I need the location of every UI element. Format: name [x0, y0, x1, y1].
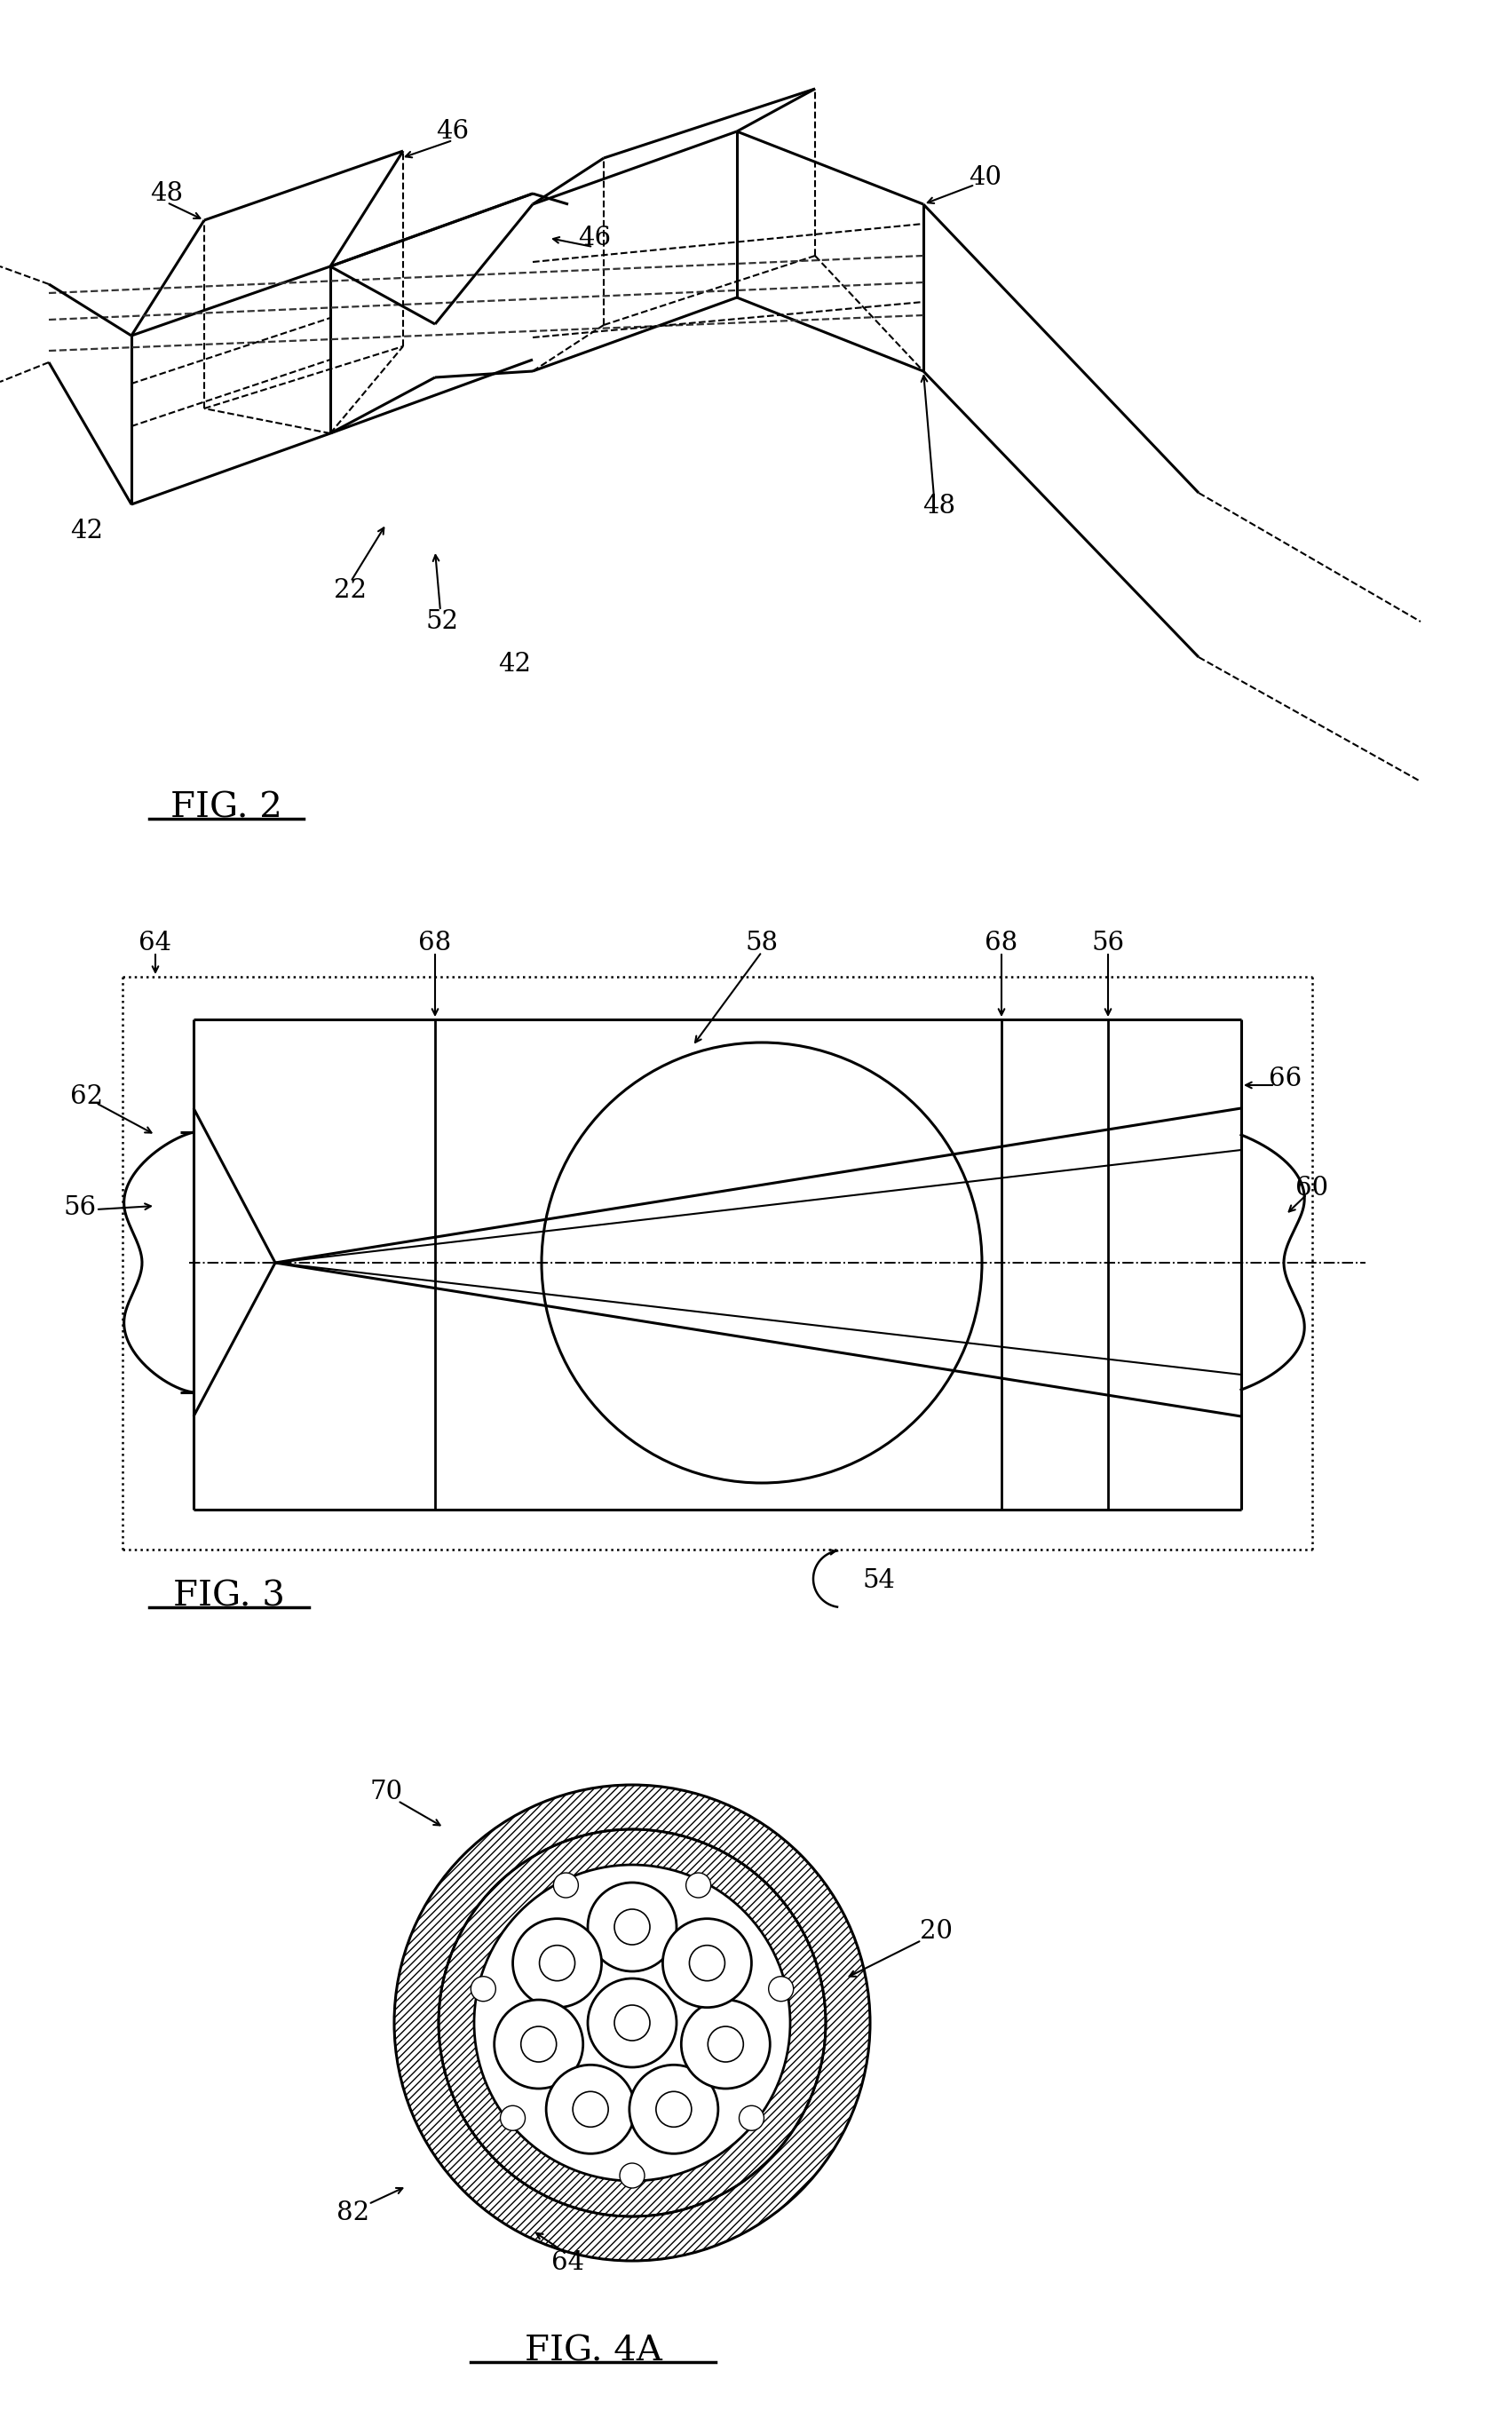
Circle shape: [588, 1979, 676, 2066]
Text: 64: 64: [552, 2249, 585, 2276]
Text: 56: 56: [64, 1195, 97, 1219]
Circle shape: [522, 2028, 556, 2062]
Circle shape: [620, 2164, 644, 2188]
Circle shape: [629, 2064, 718, 2154]
Text: 42: 42: [499, 652, 531, 677]
Circle shape: [614, 2006, 650, 2040]
Text: 56: 56: [1092, 930, 1125, 957]
Circle shape: [395, 1784, 869, 2261]
Text: FIG. 3: FIG. 3: [174, 1580, 284, 1614]
Text: 70: 70: [370, 1779, 402, 1804]
Text: 22: 22: [334, 579, 367, 604]
Circle shape: [682, 2001, 770, 2088]
Circle shape: [662, 1918, 751, 2008]
Text: 68: 68: [984, 930, 1018, 957]
Circle shape: [689, 1945, 724, 1981]
Circle shape: [656, 2091, 691, 2127]
Circle shape: [438, 1830, 826, 2217]
Circle shape: [475, 1864, 791, 2181]
Text: 48: 48: [150, 180, 183, 207]
Text: 60: 60: [1296, 1176, 1329, 1200]
Text: 52: 52: [426, 608, 458, 633]
Text: 40: 40: [969, 166, 1002, 190]
Text: 48: 48: [922, 494, 956, 518]
Text: 64: 64: [139, 930, 172, 957]
Text: 46: 46: [437, 119, 469, 144]
Text: FIG. 4A: FIG. 4A: [525, 2334, 662, 2368]
Circle shape: [588, 1881, 676, 1972]
Circle shape: [768, 1976, 794, 2001]
Circle shape: [553, 1872, 578, 1899]
Circle shape: [739, 2105, 764, 2130]
Circle shape: [513, 1918, 602, 2008]
Text: 54: 54: [862, 1567, 895, 1594]
Text: 66: 66: [1269, 1066, 1302, 1090]
Circle shape: [708, 2028, 744, 2062]
Text: FIG. 2: FIG. 2: [171, 791, 283, 825]
Circle shape: [494, 2001, 584, 2088]
Circle shape: [500, 2105, 525, 2130]
Circle shape: [540, 1945, 575, 1981]
Text: 20: 20: [921, 1918, 953, 1945]
Text: 62: 62: [71, 1083, 103, 1110]
Text: 68: 68: [419, 930, 452, 957]
Circle shape: [614, 1908, 650, 1945]
Text: 46: 46: [579, 226, 611, 251]
Text: 58: 58: [745, 930, 779, 957]
Circle shape: [546, 2064, 635, 2154]
Text: 82: 82: [337, 2200, 370, 2225]
Text: 42: 42: [71, 518, 103, 543]
Circle shape: [686, 1872, 711, 1899]
Circle shape: [573, 2091, 608, 2127]
Circle shape: [470, 1976, 496, 2001]
